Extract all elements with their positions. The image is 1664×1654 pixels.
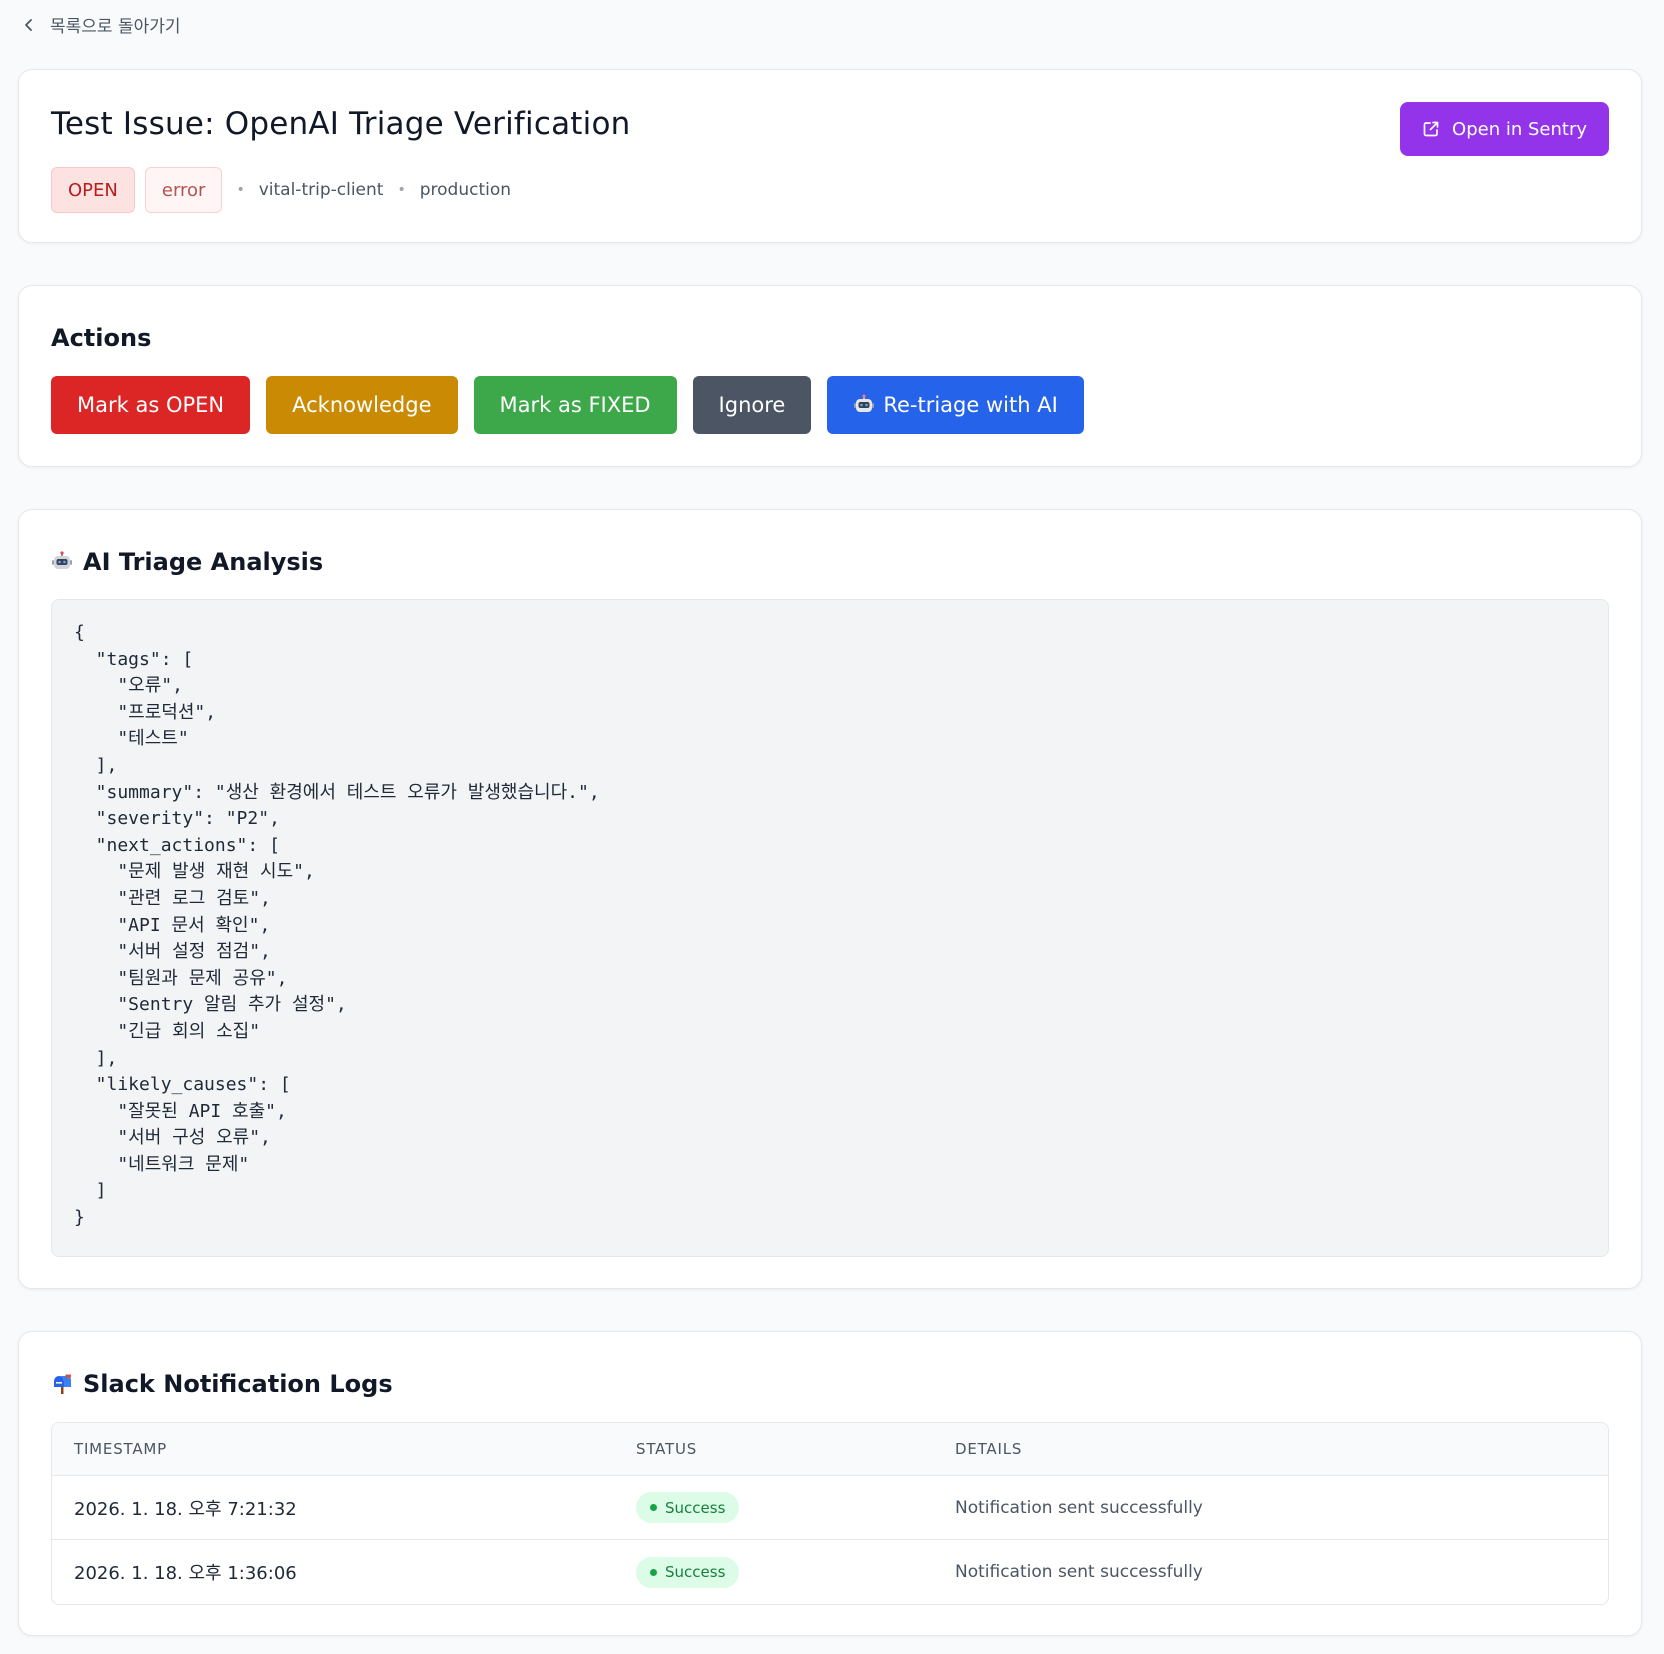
actions-title: Actions — [51, 324, 152, 352]
robot-icon — [854, 394, 875, 412]
mark-open-button[interactable]: Mark as OPEN — [51, 376, 251, 434]
slack-logs-title: Slack Notification Logs — [83, 1370, 393, 1398]
log-timestamp: 2026. 1. 18. 오후 7:21:32 — [74, 1498, 297, 1520]
log-details: Notification sent successfully — [955, 1562, 1203, 1582]
slack-logs-card: Slack Notification Logs TIMESTAMP STATUS… — [18, 1331, 1642, 1636]
project-name: vital-trip-client — [258, 180, 384, 200]
slack-logs-title-row: Slack Notification Logs — [51, 1370, 393, 1398]
log-timestamp: 2026. 1. 18. 오후 1:36:06 — [74, 1563, 297, 1584]
mark-fixed-label: Mark as FIXED — [499, 393, 651, 417]
back-to-list-link[interactable]: 목록으로 돌아가기 — [22, 12, 181, 37]
status-dot-icon — [650, 1504, 657, 1511]
meta-separator: • — [397, 182, 406, 198]
issue-header-card: Test Issue: OpenAI Triage Verification O… — [18, 69, 1642, 243]
meta-separator: • — [236, 182, 245, 198]
ignore-button[interactable]: Ignore — [692, 376, 812, 434]
back-link-label: 목록으로 돌아가기 — [50, 17, 181, 37]
level-badge: error — [144, 167, 223, 213]
table-row: 2026. 1. 18. 오후 1:36:06 Success Notifica… — [52, 1540, 1608, 1604]
acknowledge-button[interactable]: Acknowledge — [266, 376, 458, 434]
status-badge: Success — [636, 1492, 740, 1523]
triage-json-block: { "tags": [ "오류", "프로덕션", "테스트" ], "summ… — [51, 599, 1609, 1257]
status-badge: OPEN — [51, 167, 135, 213]
actions-card: Actions Mark as OPEN Acknowledge Mark as… — [18, 285, 1642, 467]
ai-triage-card: AI Triage Analysis { "tags": [ "오류", "프로… — [18, 509, 1642, 1289]
acknowledge-label: Acknowledge — [292, 393, 432, 417]
action-button-row: Mark as OPEN Acknowledge Mark as FIXED I… — [51, 376, 1084, 434]
triage-json-text: { "tags": [ "오류", "프로덕션", "테스트" ], "summ… — [74, 622, 600, 1229]
log-status-cell: Success — [636, 1492, 955, 1523]
mark-open-label: Mark as OPEN — [77, 393, 225, 417]
status-dot-icon — [650, 1568, 657, 1576]
mark-fixed-button[interactable]: Mark as FIXED — [473, 376, 677, 434]
status-badge: Success — [636, 1556, 740, 1588]
environment-name: production — [419, 180, 512, 200]
chevron-left-icon — [25, 18, 32, 31]
ignore-label: Ignore — [718, 393, 786, 417]
robot-icon — [52, 551, 72, 569]
mailbox-icon — [54, 1374, 71, 1394]
column-header-status: STATUS — [636, 1440, 698, 1458]
open-in-sentry-label: Open in Sentry — [1452, 118, 1587, 140]
column-header-details: DETAILS — [955, 1440, 1023, 1458]
column-header-timestamp: TIMESTAMP — [74, 1440, 167, 1458]
status-text: Success — [665, 1563, 726, 1581]
table-row: 2026. 1. 18. 오후 7:21:32 Success Notifica… — [52, 1476, 1608, 1540]
ai-triage-title-row: AI Triage Analysis — [51, 548, 323, 576]
external-link-icon — [1423, 121, 1439, 137]
issue-meta-row: OPEN error • vital-trip-client • product… — [51, 167, 511, 213]
ai-triage-title: AI Triage Analysis — [83, 548, 324, 576]
table-header: TIMESTAMP STATUS DETAILS — [52, 1423, 1608, 1476]
retriage-ai-button[interactable]: Re-triage with AI — [827, 376, 1084, 434]
issue-title: Test Issue: OpenAI Triage Verification — [51, 106, 631, 142]
open-in-sentry-button[interactable]: Open in Sentry — [1400, 102, 1609, 156]
status-text: Success — [665, 1498, 726, 1517]
log-status-cell: Success — [636, 1556, 955, 1588]
slack-logs-table: TIMESTAMP STATUS DETAILS 2026. 1. 18. 오후… — [51, 1422, 1609, 1605]
log-details: Notification sent successfully — [955, 1497, 1203, 1518]
retriage-ai-label: Re-triage with AI — [883, 393, 1058, 417]
